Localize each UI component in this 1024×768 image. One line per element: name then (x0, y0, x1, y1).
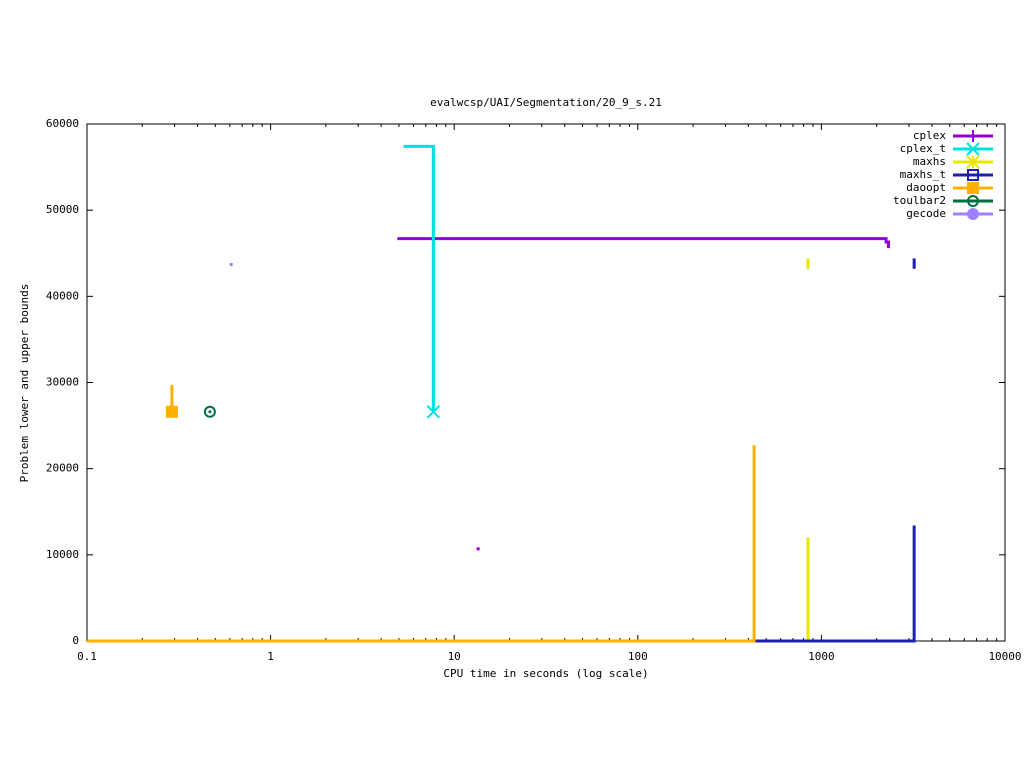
y-tick-label: 30000 (46, 376, 79, 389)
y-tick-label: 10000 (46, 548, 79, 561)
marker (967, 182, 979, 194)
y-tick-label: 20000 (46, 462, 79, 475)
legend-label: maxhs_t (900, 168, 946, 181)
marker-dot (971, 199, 975, 203)
marker-shape (967, 182, 979, 194)
legend-label: daoopt (906, 181, 946, 194)
series-line (87, 445, 756, 643)
x-tick-label: 10 (448, 650, 461, 663)
x-tick-label: 0.1 (77, 650, 97, 663)
marker (203, 405, 216, 418)
y-axis-label: Problem lower and upper bounds (18, 284, 31, 483)
data-point (476, 547, 480, 551)
marker-stroke (966, 155, 980, 169)
marker-shape (967, 208, 979, 220)
y-tick-label: 40000 (46, 289, 79, 302)
marker-shape (967, 195, 979, 207)
x-axis-label: CPU time in seconds (log scale) (443, 667, 648, 680)
marker (165, 405, 178, 418)
series-line (397, 237, 891, 249)
y-tick-label: 60000 (46, 117, 79, 130)
marker (966, 155, 980, 169)
marker-dot (208, 410, 212, 414)
legend-label: maxhs (913, 155, 946, 168)
x-tick-label: 10000 (988, 650, 1021, 663)
marker (426, 405, 441, 419)
x-tick-label: 1000 (808, 650, 835, 663)
legend-label: gecode (906, 207, 946, 220)
marker (967, 208, 979, 220)
marker-shape (165, 405, 178, 418)
marker-shape (203, 405, 216, 418)
marker (967, 169, 979, 181)
y-tick-label: 0 (72, 634, 79, 647)
x-tick-label: 100 (628, 650, 648, 663)
marker-stroke (966, 142, 980, 156)
marker (966, 142, 980, 156)
marker-shape (967, 169, 979, 181)
legend-label: cplex (913, 129, 946, 142)
series-line (403, 144, 435, 412)
data-point (229, 262, 233, 266)
marker (967, 130, 979, 142)
legend-label: cplex_t (900, 142, 946, 155)
marker (967, 195, 979, 207)
y-tick-label: 50000 (46, 203, 79, 216)
chart-title: evalwcsp/UAI/Segmentation/20_9_s.21 (430, 96, 662, 109)
marker-stroke (426, 405, 441, 419)
x-tick-label: 1 (267, 650, 274, 663)
legend-label: toulbar2 (893, 194, 946, 207)
